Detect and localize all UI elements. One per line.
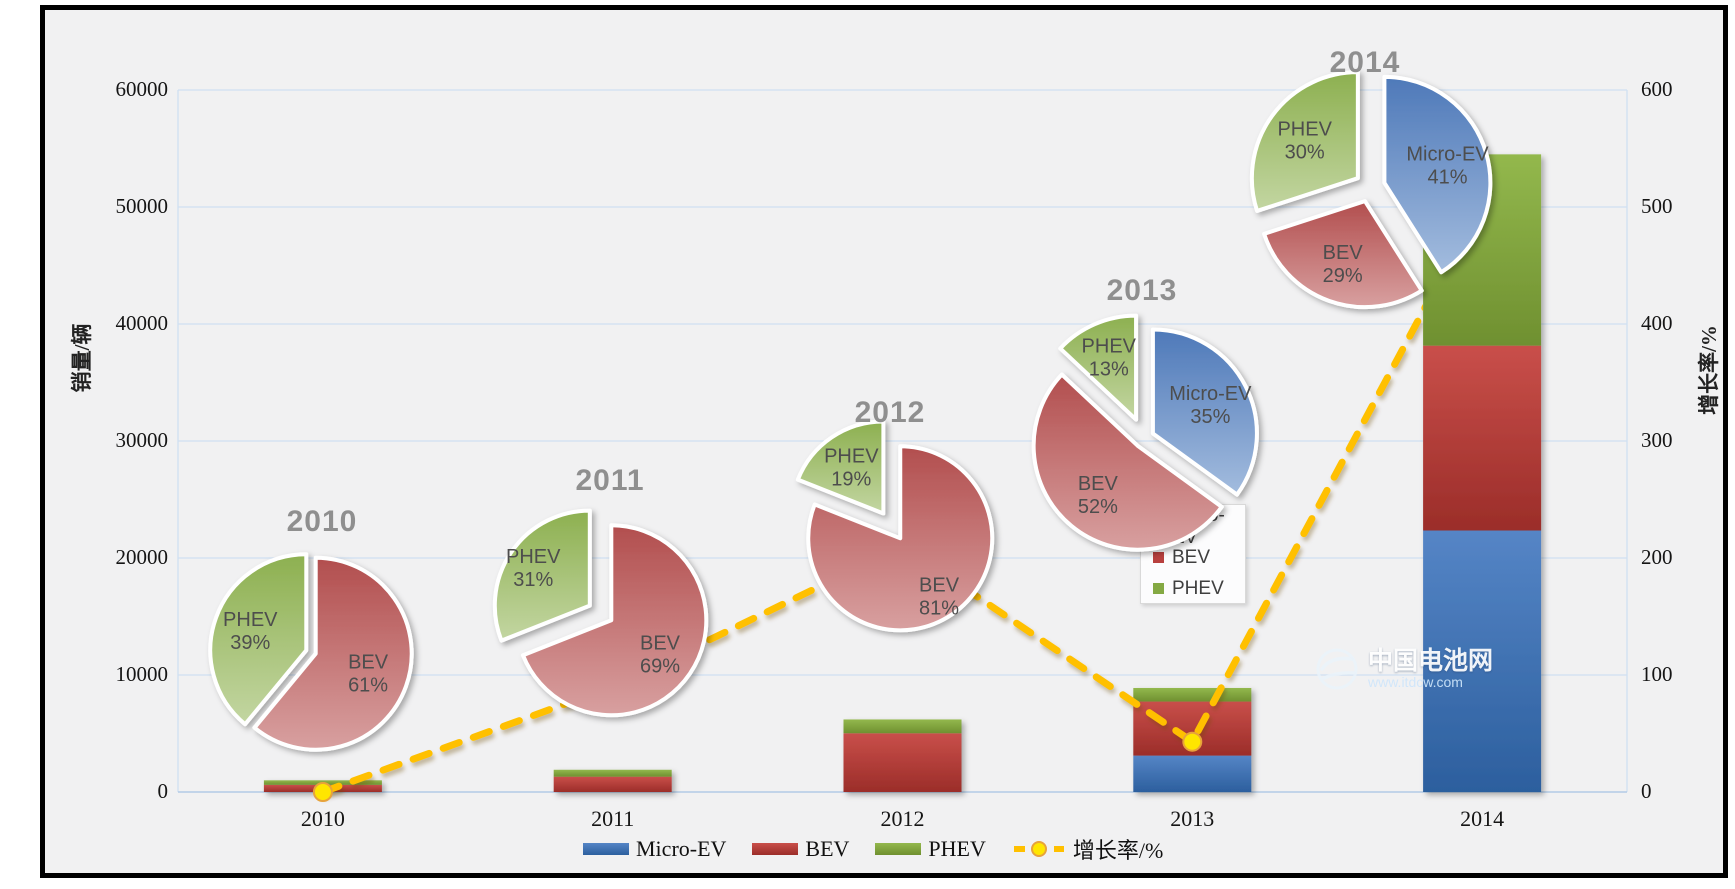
pie-slice-label: BEV 81% [919, 574, 960, 619]
pie-2010: BEV 61% PHEV 39% [208, 552, 414, 752]
bar-segment-micro-ev-2014 [1423, 530, 1542, 792]
right-axis-title: 增长率/% [1697, 325, 1721, 415]
watermark-logo-icon [1316, 648, 1358, 690]
pie-slice-phev-2014 [1249, 70, 1360, 213]
pie-2013: Micro-EV 35% BEV 52% PHEV 13% [1031, 313, 1259, 552]
legend-item-microev: Micro-EV [583, 836, 726, 862]
x-axis-label-2011: 2011 [591, 806, 635, 831]
year-title-2012: 2012 [854, 396, 926, 429]
legend-item-bev: BEV [752, 836, 849, 862]
legend-label: PHEV [928, 836, 986, 861]
growth-rate-line [319, 303, 1423, 796]
pie-2012: BEV 81% PHEV 19% [795, 419, 995, 633]
legend-item-phev: PHEV [875, 836, 986, 862]
mini-legend-swatch [1153, 583, 1164, 594]
x-axis-label-2012: 2012 [880, 806, 925, 831]
year-title-2010: 2010 [286, 505, 358, 538]
pie-slice-label: PHEV 13% [1082, 336, 1137, 381]
right-axis-tick-100: 100 [1641, 662, 1673, 686]
pie-slice-label: Micro-EV 35% [1169, 383, 1252, 428]
right-axis-tick-200: 200 [1641, 545, 1673, 569]
mini-legend-item-phev: PHEV [1153, 573, 1245, 604]
pie-slice-label: BEV 69% [640, 632, 681, 677]
growth-marker-2010 [312, 782, 333, 802]
pie-slice-bev-2011 [520, 523, 709, 718]
pie-2014: Micro-EV 41% BEV 29% PHEV 30% [1249, 70, 1493, 310]
year-title-2013: 2013 [1106, 274, 1178, 307]
left-axis-tick-50000: 50000 [115, 194, 169, 218]
mini-legend-swatch [1153, 552, 1164, 563]
right-axis-tick-300: 300 [1641, 428, 1673, 452]
year-title-2011: 2011 [575, 464, 645, 497]
pie-slice-bev-2013 [1031, 372, 1224, 552]
bar-segment-phev-2012 [843, 719, 962, 734]
pie-slice-phev-2013 [1058, 313, 1139, 422]
left-axis-tick-0: 0 [157, 779, 169, 803]
bar-segment-phev-2011 [553, 769, 672, 777]
pie-slice-label: Micro-EV 41% [1406, 143, 1489, 188]
legend-swatch-bar [583, 843, 629, 855]
mini-legend-label: BEV [1172, 546, 1211, 568]
legend-label: Micro-EV [636, 836, 727, 861]
bar-segment-micro-ev-2013 [1133, 755, 1252, 792]
x-axis-label-2010: 2010 [300, 806, 345, 831]
pie-slice-micro-ev-2014 [1382, 74, 1493, 275]
legend-swatch-bar [875, 843, 922, 855]
bar-segment-bev-2014 [1423, 345, 1542, 531]
left-axis-tick-20000: 20000 [115, 545, 169, 569]
watermark-url: www.itdcw.com [1368, 674, 1463, 690]
watermark-title: 中国电池网 [1368, 647, 1494, 675]
year-title-2014: 2014 [1329, 46, 1401, 79]
legend-item-: 增长率/% [1012, 833, 1163, 865]
pie-slice-label: BEV 52% [1078, 473, 1119, 518]
pie-slice-phev-2011 [492, 508, 592, 643]
x-axis-label-2013: 2013 [1170, 806, 1215, 831]
pie-slice-micro-ev-2013 [1150, 327, 1259, 497]
right-axis-tick-0: 0 [1641, 779, 1652, 803]
x-axis-label-2014: 2014 [1460, 806, 1505, 831]
pie-slice-label: PHEV 31% [506, 546, 561, 591]
pie-slice-bev-2012 [806, 444, 995, 633]
pie-slice-label: PHEV 30% [1277, 119, 1332, 164]
legend-swatch-line-marker [1013, 841, 1064, 857]
pie-slice-label: BEV 29% [1323, 242, 1364, 287]
mini-legend-item-bev: BEV [1153, 542, 1245, 573]
left-axis-title: 销量/辆 [70, 323, 94, 393]
left-axis-tick-60000: 60000 [115, 77, 169, 101]
legend-swatch-bar [752, 843, 799, 855]
bar-segment-bev-2012 [843, 733, 962, 792]
mini-legend-label: PHEV [1172, 577, 1224, 599]
pie-slice-phev-2010 [208, 552, 309, 727]
chart-legend: Micro-EV BEV PHEV 增长率/% [583, 833, 1163, 865]
pie-slice-label: PHEV 39% [223, 609, 278, 654]
legend-label: BEV [805, 836, 850, 861]
pie-slice-label: PHEV 19% [824, 445, 879, 490]
pie-slice-label: BEV 61% [348, 652, 389, 697]
growth-marker-2013 [1182, 731, 1203, 752]
left-axis-tick-40000: 40000 [115, 311, 169, 335]
left-axis-tick-30000: 30000 [115, 428, 169, 452]
bar-segment-bev-2011 [553, 776, 672, 792]
right-axis-tick-500: 500 [1641, 194, 1673, 218]
pie-2011: BEV 69% PHEV 31% [492, 508, 709, 718]
pie-slice-phev-2012 [795, 419, 886, 516]
legend-label: 增长率/% [1072, 838, 1164, 863]
right-axis-tick-400: 400 [1641, 311, 1673, 335]
watermark: 中国电池网 www.itdcw.com [1314, 646, 1493, 692]
pie-slice-bev-2010 [252, 555, 414, 752]
right-axis-tick-600: 600 [1641, 77, 1673, 101]
pie-slice-bev-2014 [1262, 199, 1424, 310]
left-axis-tick-10000: 10000 [115, 662, 169, 686]
